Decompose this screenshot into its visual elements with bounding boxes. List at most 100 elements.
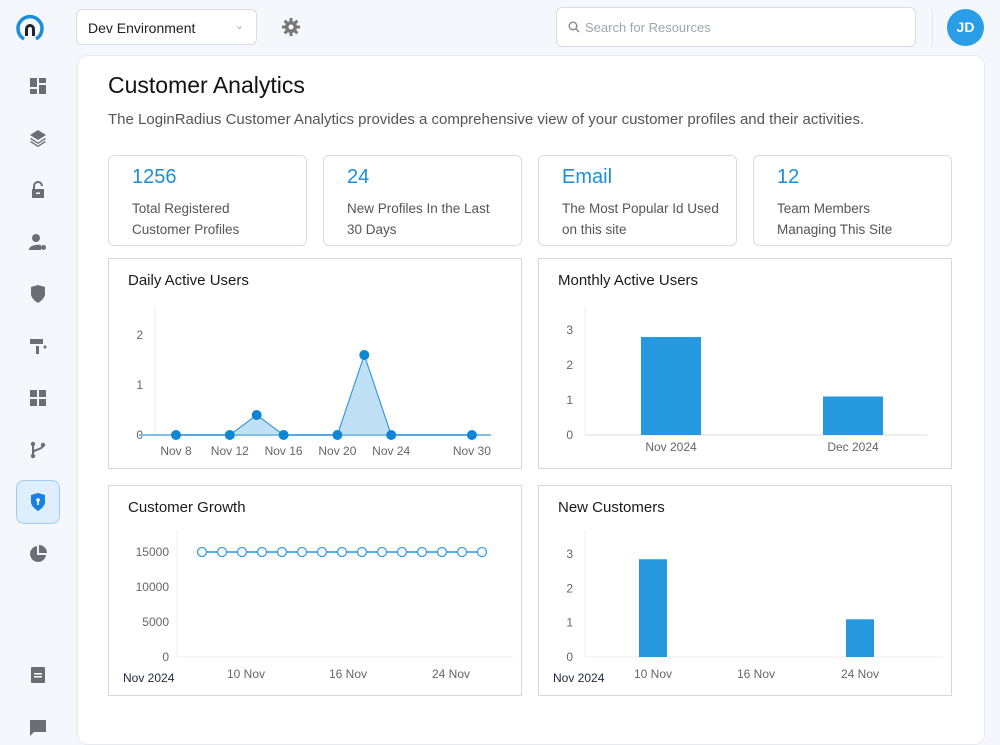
x-tick-label: 10 Nov bbox=[227, 667, 265, 681]
shield-icon[interactable] bbox=[26, 282, 50, 306]
chevron-down-icon: ⌄ bbox=[234, 20, 244, 32]
x-tick-label: Nov 8 bbox=[160, 444, 192, 458]
y-tick-label: 1 bbox=[566, 616, 573, 630]
branch-icon[interactable] bbox=[26, 438, 50, 462]
x-tick-label: 16 Nov bbox=[737, 667, 775, 681]
data-point bbox=[171, 430, 181, 440]
x-tick-label: Nov 16 bbox=[265, 444, 303, 458]
y-tick-label: 0 bbox=[566, 650, 573, 664]
unlock-icon[interactable] bbox=[26, 178, 50, 202]
data-point bbox=[476, 546, 488, 558]
data-point bbox=[356, 546, 368, 558]
data-point bbox=[396, 546, 408, 558]
chart-title: Daily Active Users bbox=[128, 272, 249, 289]
stat-label: Team Members Managing This Site bbox=[777, 201, 893, 237]
bar bbox=[639, 559, 667, 657]
y-tick-label: 0 bbox=[566, 428, 573, 442]
bar bbox=[846, 619, 874, 657]
stat-label: The Most Popular Id Used on this site bbox=[562, 201, 719, 237]
period-label: Nov 2024 bbox=[123, 671, 175, 685]
bar bbox=[823, 396, 883, 435]
data-point bbox=[296, 546, 308, 558]
data-point bbox=[436, 546, 448, 558]
environment-value: Dev Environment bbox=[88, 20, 196, 36]
document-icon[interactable] bbox=[26, 663, 50, 687]
apps-grid-icon[interactable] bbox=[26, 386, 50, 410]
y-tick-label: 2 bbox=[566, 581, 573, 595]
x-tick-label: Nov 20 bbox=[318, 444, 356, 458]
data-point bbox=[256, 546, 268, 558]
data-point bbox=[316, 546, 328, 558]
paint-roller-icon[interactable] bbox=[26, 334, 50, 358]
x-tick-label: Nov 2024 bbox=[645, 440, 697, 454]
chart-title: Monthly Active Users bbox=[558, 272, 699, 289]
y-tick-label: 5000 bbox=[142, 615, 169, 629]
avatar[interactable]: JD bbox=[947, 9, 984, 46]
stat-value: Email bbox=[562, 166, 613, 188]
data-point bbox=[456, 546, 468, 558]
data-point bbox=[466, 430, 477, 440]
search-icon bbox=[568, 21, 580, 33]
data-point bbox=[376, 546, 388, 558]
data-point bbox=[236, 546, 248, 558]
stat-value: 1256 bbox=[132, 166, 177, 188]
data-point bbox=[359, 350, 370, 360]
page-title: Customer Analytics bbox=[108, 72, 305, 98]
x-tick-label: Nov 24 bbox=[372, 444, 410, 458]
stat-card-new-profiles: 24 New Profiles In the Last 30 Days bbox=[323, 155, 522, 246]
chart-title: New Customers bbox=[558, 499, 665, 516]
chat-icon[interactable] bbox=[26, 716, 50, 740]
y-tick-label: 15000 bbox=[136, 545, 170, 559]
loginradius-logo[interactable] bbox=[15, 14, 45, 44]
shield-lock-icon[interactable] bbox=[26, 490, 50, 514]
data-point bbox=[276, 546, 288, 558]
x-tick-label: Nov 30 bbox=[453, 444, 491, 458]
chart-title: Customer Growth bbox=[128, 499, 246, 516]
user-settings-icon[interactable] bbox=[26, 230, 50, 254]
search-input[interactable]: Search for Resources bbox=[556, 7, 916, 47]
data-point bbox=[386, 430, 397, 440]
data-point bbox=[224, 430, 235, 440]
data-point bbox=[216, 546, 228, 558]
gear-icon[interactable] bbox=[281, 17, 301, 37]
data-point bbox=[336, 546, 348, 558]
y-tick-label: 2 bbox=[566, 358, 573, 372]
x-tick-label: Dec 2024 bbox=[827, 440, 879, 454]
customer-growth-card: Customer Growth 0 5000 10000 15000 10 Nov 16 N… bbox=[108, 485, 522, 696]
stat-value: 24 bbox=[347, 166, 370, 188]
area-fill bbox=[176, 355, 472, 435]
data-point bbox=[196, 546, 208, 558]
period-label: Nov 2024 bbox=[553, 671, 605, 685]
page-description: The LoginRadius Customer Analytics provi… bbox=[108, 111, 865, 128]
x-tick-label: 24 Nov bbox=[841, 667, 879, 681]
x-tick-label: 16 Nov bbox=[329, 667, 367, 681]
x-tick-label: Nov 12 bbox=[211, 444, 249, 458]
environment-select[interactable]: Dev Environment ⌄ bbox=[76, 9, 257, 45]
stat-card-team-members: 12 Team Members Managing This Site bbox=[753, 155, 952, 246]
pie-chart-icon[interactable] bbox=[26, 542, 50, 566]
y-tick-label: 1 bbox=[136, 378, 143, 392]
search-placeholder: Search for Resources bbox=[585, 20, 711, 35]
chart-plot: 0 1 2 3 Nov 2024 Dec 2024 bbox=[566, 307, 927, 454]
layers-icon[interactable] bbox=[26, 126, 50, 150]
series-line bbox=[176, 353, 472, 436]
monthly-active-users-card: Monthly Active Users 0 1 2 3 Nov 2024 Dec 2024 bbox=[538, 258, 952, 469]
y-tick-label: 3 bbox=[566, 547, 573, 561]
stat-card-registered: 1256 Total Registered Customer Profiles bbox=[108, 155, 307, 246]
header-divider bbox=[932, 10, 933, 46]
y-tick-label: 1 bbox=[566, 393, 573, 407]
data-point bbox=[416, 546, 428, 558]
data-point bbox=[251, 410, 262, 420]
x-tick-label: 24 Nov bbox=[432, 667, 470, 681]
x-tick-label: 10 Nov bbox=[634, 667, 672, 681]
stat-label: New Profiles In the Last 30 Days bbox=[347, 201, 490, 237]
dashboard-icon[interactable] bbox=[26, 74, 50, 98]
data-point bbox=[278, 430, 289, 440]
y-tick-label: 3 bbox=[566, 323, 573, 337]
y-tick-label: 2 bbox=[136, 328, 143, 342]
data-point bbox=[332, 430, 343, 440]
chart-plot: 0 1 2 3 10 Nov 16 Nov 24 Nov Nov 2024 bbox=[553, 530, 943, 685]
bar bbox=[641, 337, 701, 435]
stat-label: Total Registered Customer Profiles bbox=[132, 201, 240, 237]
